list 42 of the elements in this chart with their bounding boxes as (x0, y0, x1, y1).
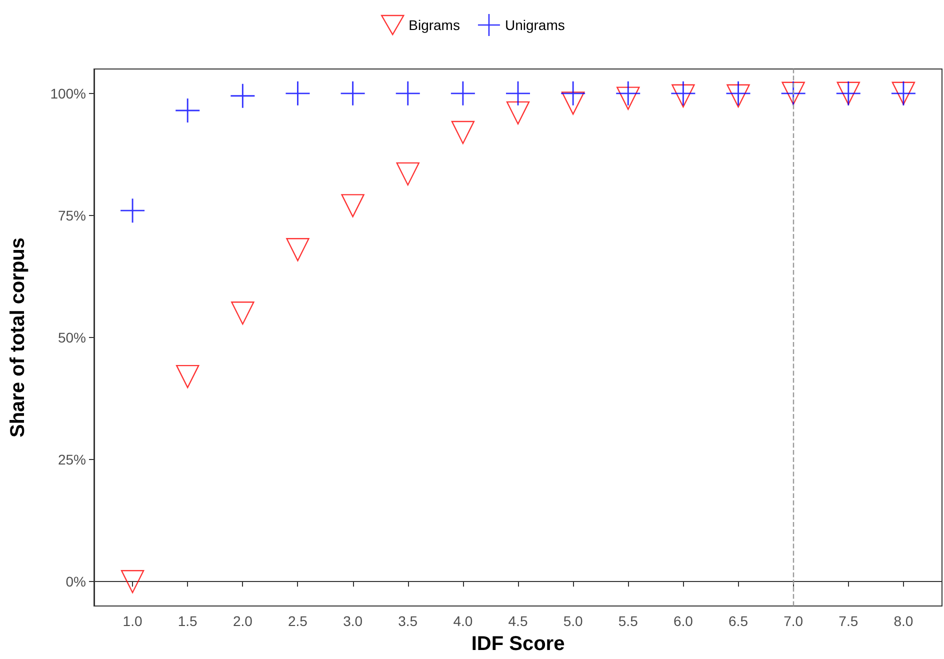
point (231, 301, 254, 325)
x-tick-label: 6.0 (673, 613, 694, 629)
point (120, 570, 144, 594)
x-tick-label: 1.0 (122, 613, 142, 629)
x-tick-label: 2.0 (232, 613, 253, 629)
x-axis-title: IDF Score (471, 633, 565, 655)
x-tick-label: 6.5 (728, 613, 748, 629)
y-tick-label: 100% (50, 85, 86, 102)
point (616, 86, 640, 110)
x-tick-label: 1.5 (178, 613, 198, 629)
point (561, 81, 586, 106)
point (450, 81, 475, 106)
legend-label: Unigrams (504, 17, 565, 34)
point (340, 81, 365, 106)
legend-label: Bigrams (408, 17, 460, 34)
point (506, 101, 530, 125)
x-tick-label: 7.5 (838, 613, 858, 629)
point (396, 162, 420, 186)
point (396, 81, 420, 106)
point (286, 81, 310, 106)
x-tick-label: 5.0 (563, 613, 584, 629)
x-tick-label: 4.0 (453, 613, 473, 629)
y-tick-label: 0% (66, 574, 86, 590)
point (176, 364, 200, 388)
point (561, 92, 585, 115)
x-tick-label: 7.0 (784, 613, 804, 629)
point (616, 81, 640, 106)
x-tick-label: 3.0 (343, 613, 363, 629)
x-tick-label: 2.5 (288, 613, 308, 629)
y-tick-label: 25% (58, 452, 86, 468)
point (341, 194, 364, 218)
point (286, 238, 310, 262)
point (230, 84, 255, 108)
y-tick-label: 50% (58, 330, 86, 346)
x-tick-label: 3.5 (398, 613, 418, 629)
x-tick-label: 8.0 (894, 613, 914, 629)
point (120, 198, 145, 223)
point (451, 120, 475, 144)
y-axis-title: Share of total corpus (7, 237, 29, 438)
y-tick-label: 75% (58, 207, 86, 224)
x-tick-label: 4.5 (508, 613, 528, 629)
x-tick-label: 5.5 (618, 613, 638, 629)
